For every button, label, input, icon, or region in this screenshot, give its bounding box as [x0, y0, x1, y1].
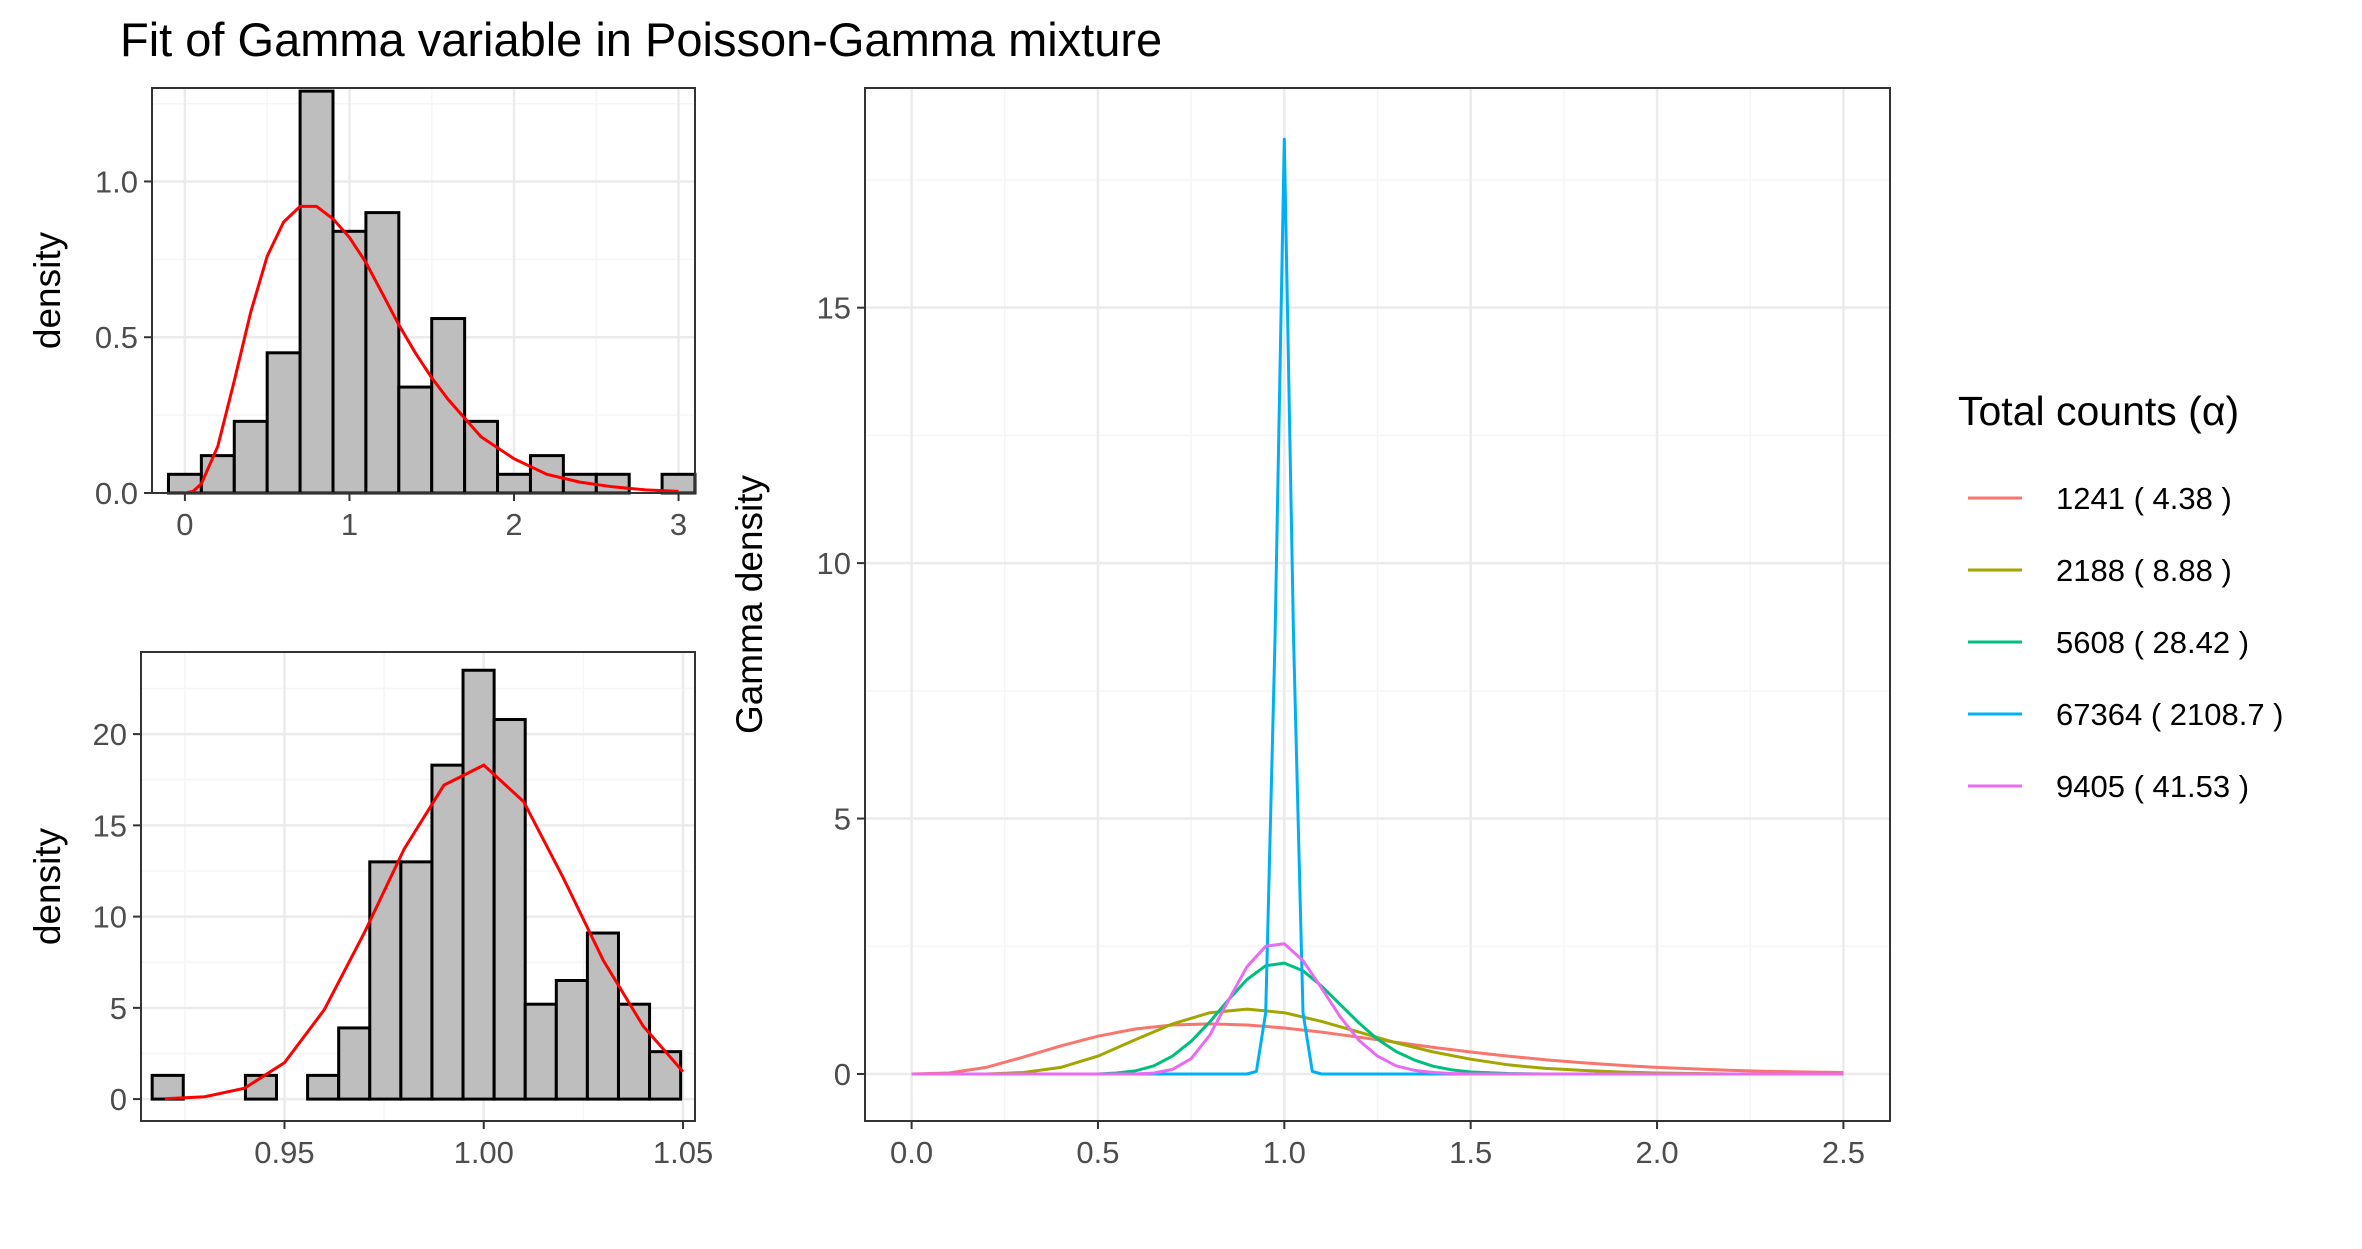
panel-border — [151, 87, 696, 494]
histogram-bar — [232, 419, 269, 495]
y-axis-label: density — [27, 231, 68, 349]
histogram-bars — [150, 668, 683, 1101]
y-tick-label: 20 — [93, 717, 127, 752]
density-line — [911, 137, 1844, 1076]
y-tick-label: 10 — [93, 900, 127, 935]
panel-bottom-histogram: 0.95 1.00 1.05 0 5 10 15 20 density — [27, 651, 713, 1170]
histogram-bars — [166, 89, 697, 495]
figure-title: Fit of Gamma variable in Poisson-Gamma m… — [120, 13, 1162, 66]
legend: Total counts (α) 1241 ( 4.38 ) 2188 ( 8.8… — [1958, 388, 2284, 804]
x-tick-label: 1.5 — [1449, 1135, 1492, 1170]
legend-label: 5608 ( 28.42 ) — [2056, 625, 2249, 660]
x-tick-label: 0.95 — [254, 1135, 314, 1170]
panel-border — [140, 651, 696, 1122]
y-axis-label: density — [27, 827, 68, 945]
y-tick-label: 5 — [110, 991, 127, 1026]
density-line — [911, 942, 1844, 1076]
x-tick-label: 2 — [505, 507, 522, 542]
legend-label: 67364 ( 2108.7 ) — [2056, 697, 2284, 732]
x-tick-label: 0.5 — [1076, 1135, 1119, 1170]
x-tick-label: 0.0 — [890, 1135, 933, 1170]
histogram-bar — [298, 89, 335, 495]
y-tick-label: 0 — [110, 1082, 127, 1117]
histogram-bar — [331, 229, 368, 495]
histogram-bar — [492, 718, 527, 1101]
legend-label: 1241 ( 4.38 ) — [2056, 481, 2232, 516]
histogram-bar — [554, 978, 589, 1101]
histogram-bar — [430, 763, 465, 1101]
x-tick-label: 0 — [176, 507, 193, 542]
histogram-bar — [616, 1002, 652, 1101]
panel-border — [864, 87, 1891, 1122]
histogram-bar — [397, 385, 434, 495]
legend-label: 9405 ( 41.53 ) — [2056, 769, 2249, 804]
y-tick-label: 10 — [817, 546, 851, 581]
histogram-bar — [150, 1073, 185, 1101]
panel-top-histogram: 0 1 2 3 0.0 0.5 1.0 density — [27, 87, 697, 542]
y-tick-label: 15 — [817, 291, 851, 326]
histogram-bar — [368, 860, 403, 1101]
y-tick-label: 0.5 — [95, 320, 138, 355]
histogram-bar — [306, 1073, 341, 1101]
x-tick-label: 1.0 — [1263, 1135, 1306, 1170]
y-tick-label: 5 — [834, 802, 851, 837]
gamma-fit-curve — [164, 763, 685, 1101]
y-tick-label: 15 — [93, 808, 127, 843]
histogram-bar — [585, 931, 620, 1101]
y-axis-label: Gamma density — [729, 474, 770, 734]
legend-items: 1241 ( 4.38 ) 2188 ( 8.88 ) 5608 ( 28.42 )… — [1968, 481, 2284, 804]
y-tick-label: 0.0 — [95, 476, 138, 511]
histogram-bar — [463, 419, 500, 495]
histogram-bar — [364, 211, 401, 495]
density-lines — [911, 137, 1844, 1076]
x-axis-ticks: 0 1 2 3 — [176, 493, 687, 542]
histogram-bar — [648, 1050, 683, 1101]
histogram-bar — [337, 1026, 372, 1101]
legend-title: Total counts (α) — [1958, 388, 2239, 434]
histogram-bar — [496, 472, 532, 495]
density-line — [911, 961, 1844, 1076]
histogram-bar — [265, 351, 302, 495]
y-tick-label: 1.0 — [95, 164, 138, 199]
y-axis-ticks: 0 5 10 15 — [817, 291, 865, 1092]
x-tick-label: 1 — [341, 507, 358, 542]
y-tick-label: 0 — [834, 1057, 851, 1092]
x-tick-label: 3 — [670, 507, 687, 542]
x-tick-label: 1.05 — [653, 1135, 713, 1170]
x-tick-label: 2.5 — [1822, 1135, 1865, 1170]
y-axis-ticks: 0 5 10 15 20 — [93, 717, 141, 1117]
gridlines — [865, 88, 1890, 1121]
x-axis-ticks: 0.0 0.5 1.0 1.5 2.0 2.5 — [890, 1121, 1865, 1170]
legend-label: 2188 ( 8.88 ) — [2056, 553, 2232, 588]
histogram-bar — [430, 317, 467, 495]
gamma-fit-curve — [184, 204, 679, 495]
x-axis-ticks: 0.95 1.00 1.05 — [254, 1121, 713, 1170]
x-tick-label: 2.0 — [1635, 1135, 1678, 1170]
histogram-bar — [461, 668, 496, 1101]
y-axis-ticks: 0.0 0.5 1.0 — [95, 164, 152, 511]
panel-gamma-densities: 0.0 0.5 1.0 1.5 2.0 2.5 0 5 10 15 Gamma density — [729, 87, 1891, 1170]
x-tick-label: 1.00 — [454, 1135, 514, 1170]
histogram-bar — [399, 860, 434, 1101]
histogram-bar — [523, 1002, 558, 1101]
